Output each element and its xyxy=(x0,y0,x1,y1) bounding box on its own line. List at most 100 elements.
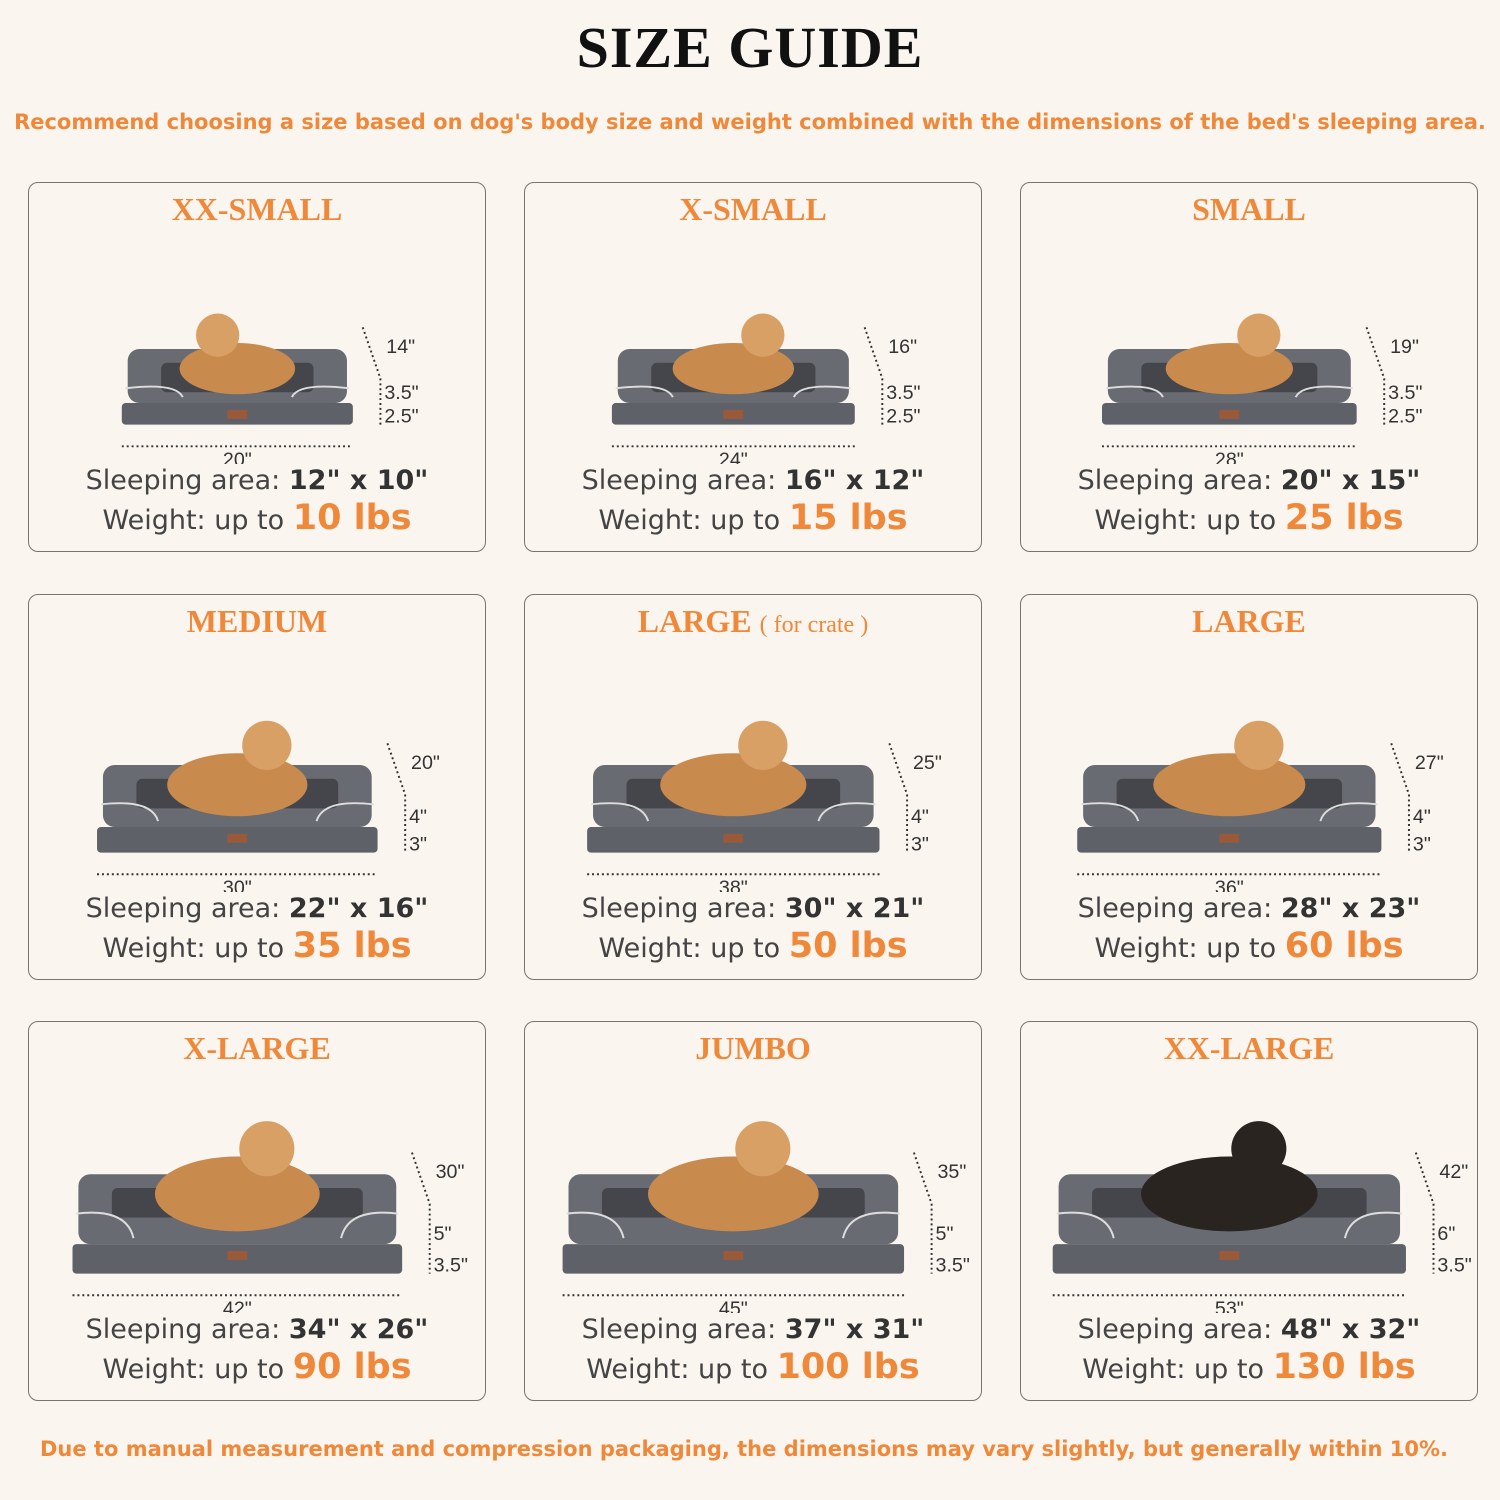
length-label: 28" xyxy=(1215,449,1244,464)
length-label: 30" xyxy=(223,877,252,892)
height-line xyxy=(1414,1152,1435,1274)
sleeping-area: Sleeping area: 16" x 12" xyxy=(581,465,925,496)
size-name: LARGE xyxy=(1192,603,1306,639)
sleeping-area: Sleeping area: 12" x 10" xyxy=(85,465,429,496)
brand-tag xyxy=(227,409,248,419)
size-name: SMALL xyxy=(1192,191,1306,227)
bed-illustration: 28" 19" 3.5"2.5" xyxy=(1101,313,1422,464)
bolster-height-label: 5" xyxy=(936,1223,954,1245)
pet-head-icon xyxy=(1234,720,1284,770)
base-height-label: 2.5" xyxy=(384,406,418,428)
depth-label: 30" xyxy=(436,1161,465,1183)
bolster-height-label: 4" xyxy=(409,806,427,828)
height-line xyxy=(1390,743,1410,853)
piping-right xyxy=(817,802,876,822)
size-name: X-LARGE xyxy=(183,1030,331,1066)
piping-left xyxy=(1105,385,1164,398)
base-height-label: 2.5" xyxy=(886,406,920,428)
piping-left xyxy=(1056,1211,1115,1239)
pet-head-icon xyxy=(1231,1121,1287,1177)
base-height-label: 3" xyxy=(409,834,427,856)
sleeping-area: Sleeping area: 20" x 15" xyxy=(1077,465,1421,496)
brand-tag xyxy=(227,1251,248,1260)
depth-label: 27" xyxy=(1415,752,1444,774)
piping-left xyxy=(590,802,650,822)
bolster-height-label: 3.5" xyxy=(1388,382,1422,404)
brand-tag xyxy=(1219,833,1240,843)
size-card: X-SMALL 24" 16" 3.5" 2.5" Sleeping area: 16… xyxy=(524,182,982,552)
bed-illustration: 20" 14" 3.5"2.5" xyxy=(121,313,419,464)
size-name: LARGE ( for crate ) xyxy=(637,603,869,639)
sleeping-area: Sleeping area: 48" x 32" xyxy=(1077,1314,1421,1345)
weight-limit: Weight: up to 90 lbs xyxy=(102,1347,412,1387)
length-label: 36" xyxy=(1215,877,1244,892)
weight-limit: Weight: up to 100 lbs xyxy=(586,1347,920,1387)
pet-icon xyxy=(1165,343,1294,395)
piping-right xyxy=(1319,802,1378,822)
base-height-label: 3" xyxy=(1413,834,1431,856)
height-line xyxy=(386,743,407,853)
bolster-height-label: 4" xyxy=(911,806,929,828)
size-card: SMALL 28" 19" 3.5" 2.5" Sleeping area: 20" … xyxy=(1020,182,1478,552)
base-height-label: 2.5" xyxy=(1388,406,1422,428)
brand-tag xyxy=(1219,1251,1240,1260)
bed-illustration: 38" 25" 4" 3" xyxy=(587,720,942,892)
size-name: XX-SMALL xyxy=(171,191,343,227)
pet-icon xyxy=(167,753,308,817)
length-label: 45" xyxy=(719,1298,748,1313)
page-title: SIZE GUIDE xyxy=(576,15,924,80)
weight-limit: Weight: up to 35 lbs xyxy=(102,926,412,966)
base-height-label: 3.5" xyxy=(936,1255,970,1277)
weight-limit: Weight: up to 60 lbs xyxy=(1094,926,1404,966)
bed-illustration: 30" 20" 4" 3" xyxy=(97,720,440,892)
bolster-height-label: 4" xyxy=(1413,806,1431,828)
height-line xyxy=(1365,326,1386,425)
piping-left xyxy=(1081,802,1140,822)
bed-illustration: 45" 35" 5" 3.5" xyxy=(562,1121,970,1313)
sleeping-area: Sleeping area: 37" x 31" xyxy=(581,1314,925,1345)
weight-limit: Weight: up to 50 lbs xyxy=(598,926,908,966)
weight-limit: Weight: up to 25 lbs xyxy=(1094,498,1404,538)
piping-right xyxy=(1294,385,1353,398)
size-name: MEDIUM xyxy=(186,603,328,639)
piping-left xyxy=(125,385,184,398)
base-height-label: 3.5" xyxy=(434,1255,468,1277)
piping-left xyxy=(100,802,160,822)
bolster-height-label: 3.5" xyxy=(886,382,920,404)
size-name: JUMBO xyxy=(695,1030,811,1066)
length-label: 38" xyxy=(719,877,748,892)
sleeping-area: Sleeping area: 28" x 23" xyxy=(1077,893,1421,924)
piping-right xyxy=(842,1211,901,1239)
size-name: XX-LARGE xyxy=(1163,1030,1335,1066)
footer-note: Due to manual measurement and compressio… xyxy=(40,1437,1448,1461)
brand-tag xyxy=(723,833,744,843)
weight-limit: Weight: up to 10 lbs xyxy=(102,498,412,538)
pet-head-icon xyxy=(738,720,788,770)
pet-icon xyxy=(1141,1156,1318,1232)
pet-icon xyxy=(647,1156,819,1232)
piping-left xyxy=(566,1211,625,1239)
depth-label: 42" xyxy=(1439,1161,1468,1183)
base-height-label: 3" xyxy=(911,834,929,856)
height-line xyxy=(888,743,909,853)
size-card: XX-LARGE 53" 42" 6" 3.5" Sleeping area: 48"… xyxy=(1020,1021,1478,1401)
piping-right xyxy=(1343,1211,1403,1239)
pet-icon xyxy=(154,1156,320,1232)
bed-illustration: 24" 16" 3.5"2.5" xyxy=(611,313,921,464)
piping-right xyxy=(291,385,350,398)
size-card: XX-SMALL 20" 14" 3.5" 2.5" Sleeping area: 1… xyxy=(28,182,486,552)
bed-illustration: 36" 27" 4" 3" xyxy=(1077,720,1444,892)
sleeping-area: Sleeping area: 30" x 21" xyxy=(581,893,925,924)
pet-head-icon xyxy=(735,1121,791,1177)
piping-right xyxy=(315,802,374,822)
brand-tag xyxy=(1219,409,1240,419)
pet-icon xyxy=(179,343,296,395)
piping-right xyxy=(340,1211,399,1239)
pet-icon xyxy=(660,753,807,817)
depth-label: 16" xyxy=(888,336,917,358)
length-label: 42" xyxy=(223,1298,252,1313)
brand-tag xyxy=(227,833,248,843)
pet-head-icon xyxy=(239,1121,295,1177)
size-card: MEDIUM 30" 20" 4" 3" Sleeping area: 22" x 1… xyxy=(28,594,486,980)
size-card: LARGE 36" 27" 4" 3" Sleeping area: 28" x 23… xyxy=(1020,594,1478,980)
